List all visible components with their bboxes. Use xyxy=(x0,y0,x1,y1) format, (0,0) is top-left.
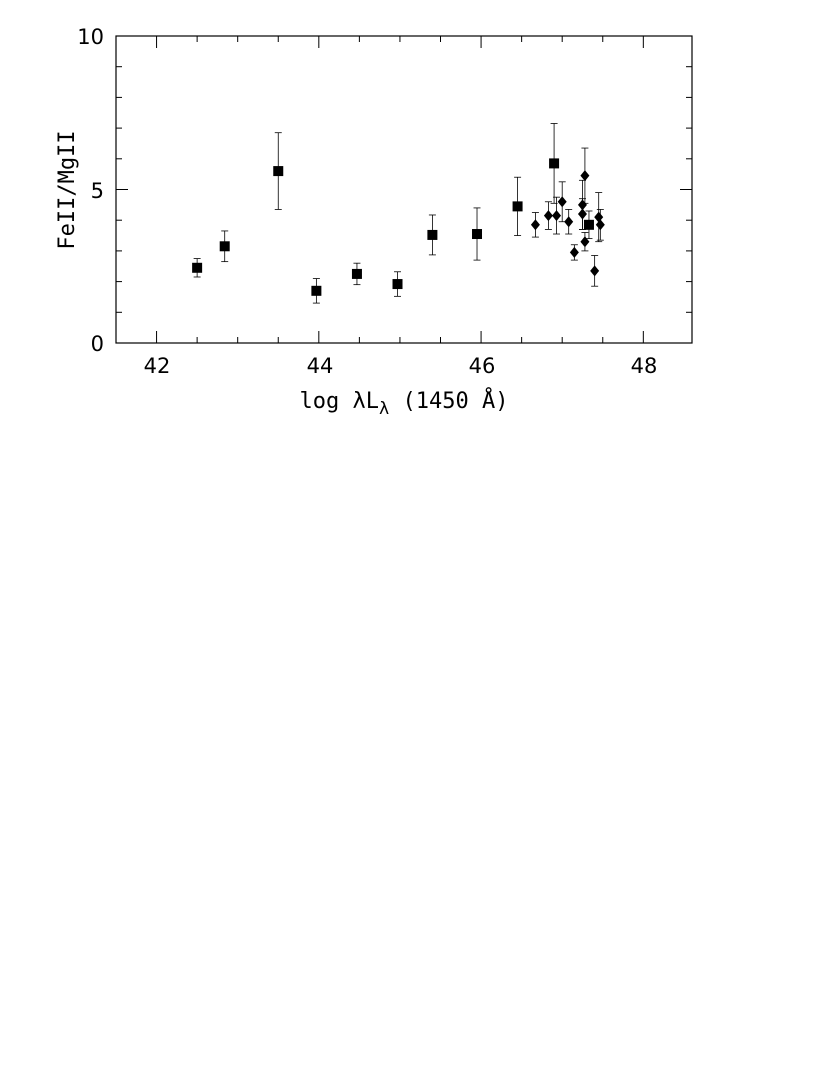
data-point-square xyxy=(427,229,438,240)
data-point-diamond xyxy=(564,216,574,228)
data-point-diamond xyxy=(580,236,590,248)
data-point-square xyxy=(351,268,362,279)
data-point-square xyxy=(192,262,203,273)
data-point-square xyxy=(273,166,284,177)
data-point-diamond xyxy=(557,196,567,208)
y-axis-label: FeII/MgII xyxy=(55,130,80,249)
data-point-square xyxy=(512,201,523,212)
x-tick-label-42: 42 xyxy=(144,354,171,378)
x-tick-label-46: 46 xyxy=(469,354,496,378)
data-point-diamond xyxy=(590,265,600,277)
data-point-square xyxy=(583,219,594,230)
y-tick-label-10: 10 xyxy=(77,25,104,49)
x-axis-label-subscript: λ xyxy=(379,399,389,419)
data-point-square xyxy=(311,285,322,296)
data-point-diamond xyxy=(569,246,579,258)
x-axis-label-main: log λL xyxy=(300,389,379,414)
data-point-square xyxy=(219,241,230,252)
data-point-square xyxy=(549,158,560,169)
data-point-diamond xyxy=(530,219,540,231)
data-point-square xyxy=(472,229,483,240)
data-point-diamond xyxy=(552,210,562,222)
data-point-diamond xyxy=(543,210,553,222)
data-point-diamond xyxy=(595,219,605,231)
axis-ticks xyxy=(116,35,692,344)
x-tick-label-48: 48 xyxy=(631,354,658,378)
data-marks xyxy=(192,123,605,304)
data-point-square xyxy=(392,279,403,290)
x-tick-label-44: 44 xyxy=(307,354,334,378)
y-tick-label-5: 5 xyxy=(91,179,104,203)
x-axis-label-suffix: (1450 Å) xyxy=(389,387,508,414)
data-point-diamond xyxy=(580,170,590,182)
data-point-diamond xyxy=(594,211,604,223)
data-point-diamond xyxy=(577,208,587,220)
y-tick-label-0: 0 xyxy=(91,332,104,356)
plot-frame xyxy=(115,35,693,344)
x-axis-label: log λLλ (1450 Å) xyxy=(300,387,509,419)
